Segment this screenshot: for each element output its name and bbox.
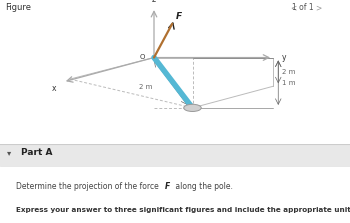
Text: F: F [165,182,170,191]
Text: Part A: Part A [21,149,52,157]
Text: O: O [140,54,145,60]
Text: Figure: Figure [5,3,31,12]
Bar [0,143,350,166]
Text: F: F [175,12,182,21]
Text: along the pole.: along the pole. [173,182,232,191]
Text: Express your answer to three significant figures and include the appropriate uni: Express your answer to three significant… [16,207,350,213]
Text: Determine the projection of the force: Determine the projection of the force [16,182,161,191]
Text: 1 of 1: 1 of 1 [292,3,314,12]
Text: z: z [152,0,156,4]
Text: 2 m: 2 m [139,84,152,90]
Text: ▾: ▾ [7,149,11,157]
Text: x: x [51,84,56,93]
Circle shape [184,104,201,112]
Text: <: < [290,3,297,12]
Text: 1 m: 1 m [282,80,295,86]
Text: y: y [282,53,286,62]
Text: >: > [315,3,321,12]
Text: 2 m: 2 m [282,69,295,75]
